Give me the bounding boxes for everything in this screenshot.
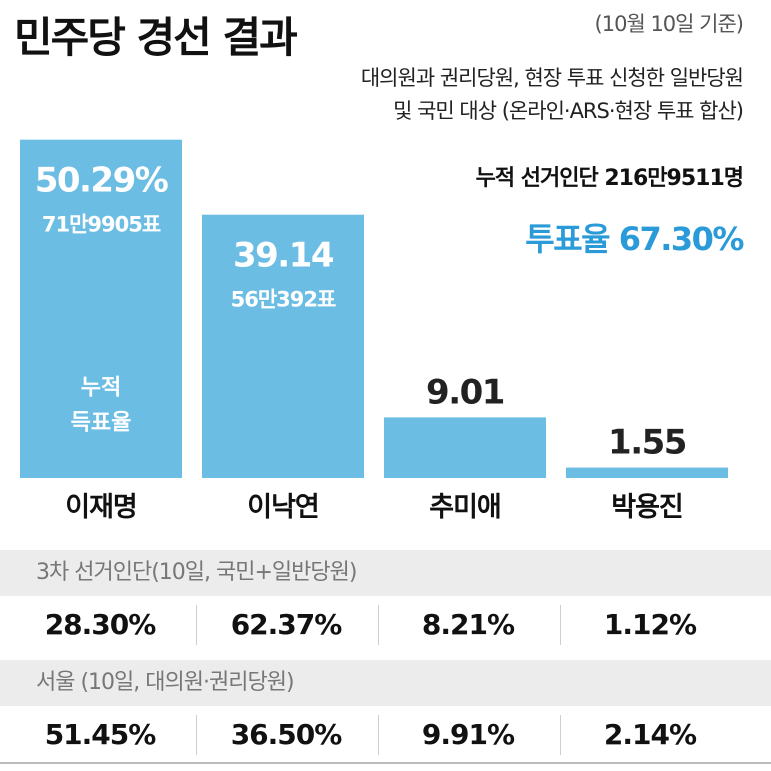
table-heading-round3: 3차 선거인단(10일, 국민+일반당원): [0, 550, 771, 596]
column-divider: [560, 605, 561, 645]
data-label: 39.14: [233, 236, 334, 276]
data-label: 1.55: [608, 423, 686, 463]
table-cell: 62.37%: [230, 608, 343, 641]
vote-count-label: 56만392표: [231, 288, 336, 312]
table-heading-seoul: 서울 (10일, 대의원·권리당원): [0, 660, 771, 706]
table-cell: 9.91%: [421, 718, 515, 751]
bar: [566, 467, 728, 478]
vote-count-label: 71만9905표: [42, 213, 161, 237]
table-cell: 2.14%: [603, 718, 697, 751]
category-label: 추미애: [429, 492, 501, 523]
column-divider: [378, 605, 379, 645]
table-row-seoul: 51.45% 36.50% 9.91% 2.14%: [0, 707, 771, 762]
table-cell: 36.50%: [230, 718, 343, 751]
category-label: 이재명: [65, 492, 137, 523]
column-divider: [196, 605, 197, 645]
method-note-line: 대의원과 권리당원, 현장 투표 신청한 일반당원: [360, 66, 744, 90]
method-note-line: 및 국민 대상 (온라인·ARS·현장 투표 합산): [393, 99, 744, 123]
column-divider: [196, 715, 197, 755]
table-cell: 51.45%: [44, 718, 157, 751]
bar: [384, 417, 546, 478]
column-divider: [378, 715, 379, 755]
category-label: 박용진: [611, 492, 683, 523]
turnout-rate: 투표율 67.30%: [525, 220, 744, 258]
table-cell: 1.12%: [603, 608, 697, 641]
cumulative-label: 누적: [81, 376, 121, 401]
bottom-divider: [0, 762, 771, 764]
category-label: 이낙연: [247, 492, 319, 523]
table-cell: 8.21%: [421, 608, 515, 641]
as-of-date: (10월 10일 기준): [594, 12, 744, 36]
page-title: 민주당 경선 결과: [14, 13, 298, 62]
bar: [20, 139, 182, 478]
cumulative-electorate: 누적 선거인단 216만9511명: [475, 166, 744, 191]
table-row-round3: 28.30% 62.37% 8.21% 1.12%: [0, 597, 771, 652]
data-label: 9.01: [426, 372, 504, 412]
bar: [202, 214, 364, 478]
table-cell: 28.30%: [44, 608, 157, 641]
cumulative-label: 득표율: [71, 411, 132, 436]
column-divider: [560, 715, 561, 755]
method-note: 대의원과 권리당원, 현장 투표 신청한 일반당원 및 국민 대상 (온라인·A…: [360, 62, 744, 128]
data-label: 50.29%: [35, 161, 168, 201]
